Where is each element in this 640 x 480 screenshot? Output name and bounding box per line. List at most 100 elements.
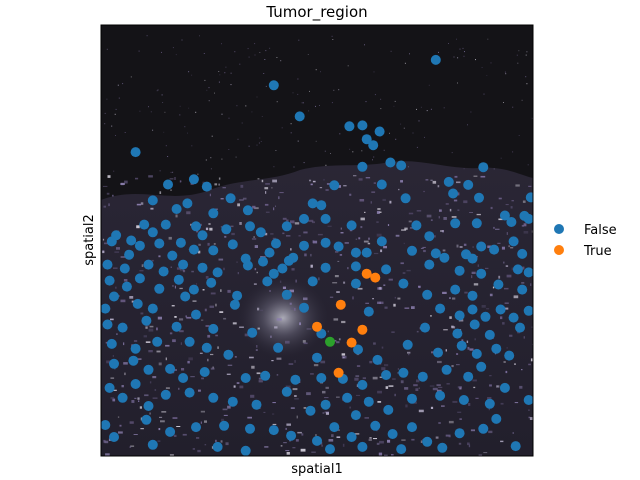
tissue-speckle bbox=[106, 360, 111, 364]
tissue-speckle bbox=[349, 148, 351, 150]
tissue-speckle bbox=[290, 407, 295, 409]
tissue-speckle bbox=[286, 235, 291, 237]
scatter-point-false bbox=[227, 396, 238, 407]
tissue-speckle bbox=[369, 360, 373, 364]
tissue-speckle bbox=[330, 153, 331, 154]
scatter-point-false bbox=[493, 279, 504, 290]
tissue-speckle bbox=[239, 199, 244, 201]
scatter-point-false bbox=[121, 281, 132, 292]
scatter-point-false bbox=[376, 179, 387, 190]
tissue-speckle bbox=[201, 319, 204, 321]
tissue-speckle bbox=[104, 242, 109, 245]
tissue-speckle bbox=[252, 205, 256, 209]
scatter-point-false bbox=[350, 247, 361, 258]
scatter-point-false bbox=[305, 405, 316, 416]
scatter-point-false bbox=[458, 395, 469, 405]
tissue-speckle bbox=[334, 340, 337, 342]
tissue-speckle bbox=[404, 227, 408, 230]
tissue-speckle bbox=[451, 216, 457, 218]
tissue-speckle bbox=[174, 285, 176, 289]
scatter-point-false bbox=[165, 363, 176, 374]
tissue-speckle bbox=[173, 434, 177, 437]
tissue-speckle bbox=[474, 338, 476, 341]
tissue-speckle bbox=[456, 181, 461, 184]
tissue-speckle bbox=[200, 421, 202, 424]
tissue-speckle bbox=[373, 156, 375, 158]
scatter-point-false bbox=[357, 161, 368, 172]
legend-label-true: True bbox=[583, 244, 612, 259]
tissue-speckle bbox=[462, 47, 464, 49]
tissue-speckle bbox=[106, 48, 108, 50]
tissue-speckle bbox=[319, 105, 320, 106]
tissue-speckle bbox=[205, 325, 210, 327]
tissue-speckle bbox=[525, 76, 527, 78]
scatter-point-false bbox=[437, 442, 448, 453]
tissue-speckle bbox=[483, 93, 485, 95]
tissue-speckle bbox=[112, 355, 114, 357]
tissue-speckle bbox=[456, 353, 459, 355]
tissue-speckle bbox=[336, 436, 341, 438]
scatter-point-false bbox=[197, 230, 208, 241]
tissue-speckle bbox=[175, 54, 177, 56]
tissue-speckle bbox=[505, 370, 508, 374]
tissue-speckle bbox=[389, 132, 390, 134]
scatter-point-false bbox=[480, 311, 491, 322]
tissue-speckle bbox=[223, 267, 225, 271]
scatter-point-false bbox=[357, 379, 368, 390]
tissue-speckle bbox=[466, 340, 469, 343]
scatter-point-false bbox=[268, 425, 279, 436]
tissue-speckle bbox=[281, 127, 283, 129]
tissue-speckle bbox=[265, 191, 267, 194]
scatter-point-false bbox=[163, 179, 173, 190]
tissue-speckle bbox=[298, 39, 300, 41]
scatter-point-false bbox=[411, 220, 422, 231]
tissue-speckle bbox=[159, 170, 161, 172]
tissue-speckle bbox=[407, 166, 409, 168]
tissue-speckle bbox=[208, 100, 210, 102]
tissue-speckle bbox=[498, 197, 502, 200]
tissue-speckle bbox=[247, 48, 249, 50]
tissue-speckle bbox=[388, 278, 393, 281]
tissue-speckle bbox=[165, 344, 170, 347]
tissue-speckle bbox=[398, 188, 400, 191]
tissue-speckle bbox=[131, 400, 135, 403]
tissue-speckle bbox=[502, 322, 505, 325]
tissue-speckle bbox=[320, 360, 326, 364]
tissue-speckle bbox=[264, 232, 268, 236]
tissue-speckle bbox=[158, 255, 161, 258]
scatter-point-false bbox=[247, 327, 258, 338]
scatter-point-false bbox=[109, 432, 119, 442]
tissue-speckle bbox=[129, 446, 132, 448]
tissue-speckle bbox=[225, 66, 227, 68]
legend-marker-true bbox=[554, 245, 564, 255]
tissue-speckle bbox=[489, 293, 493, 297]
scatter-point-false bbox=[180, 291, 191, 302]
tissue-speckle bbox=[315, 140, 317, 142]
scatter-point-false bbox=[370, 420, 381, 431]
tissue-speckle bbox=[383, 284, 386, 286]
tissue-speckle bbox=[373, 182, 376, 184]
tissue-speckle bbox=[448, 420, 454, 424]
scatter-point-true bbox=[312, 321, 322, 332]
tissue-speckle bbox=[324, 150, 326, 152]
tissue-speckle bbox=[240, 184, 244, 188]
scatter-point-false bbox=[398, 367, 409, 378]
tissue-speckle bbox=[424, 136, 425, 138]
tissue-speckle bbox=[102, 250, 105, 254]
tissue-speckle bbox=[232, 322, 237, 325]
tissue-speckle bbox=[214, 183, 218, 186]
tissue-speckle bbox=[376, 442, 380, 445]
tissue-speckle bbox=[528, 185, 532, 187]
tissue-speckle bbox=[490, 206, 493, 210]
scatter-point-false bbox=[476, 268, 487, 279]
scatter-point-false bbox=[443, 176, 454, 187]
tissue-speckle bbox=[108, 438, 111, 441]
tissue-speckle bbox=[290, 123, 292, 125]
scatter-point-false bbox=[281, 221, 292, 232]
tissue-speckle bbox=[439, 209, 442, 212]
tissue-speckle bbox=[176, 426, 181, 427]
scatter-point-true bbox=[357, 324, 368, 335]
tissue-speckle bbox=[497, 242, 501, 244]
scatter-point-false bbox=[523, 305, 533, 316]
scatter-point-false bbox=[240, 445, 251, 456]
